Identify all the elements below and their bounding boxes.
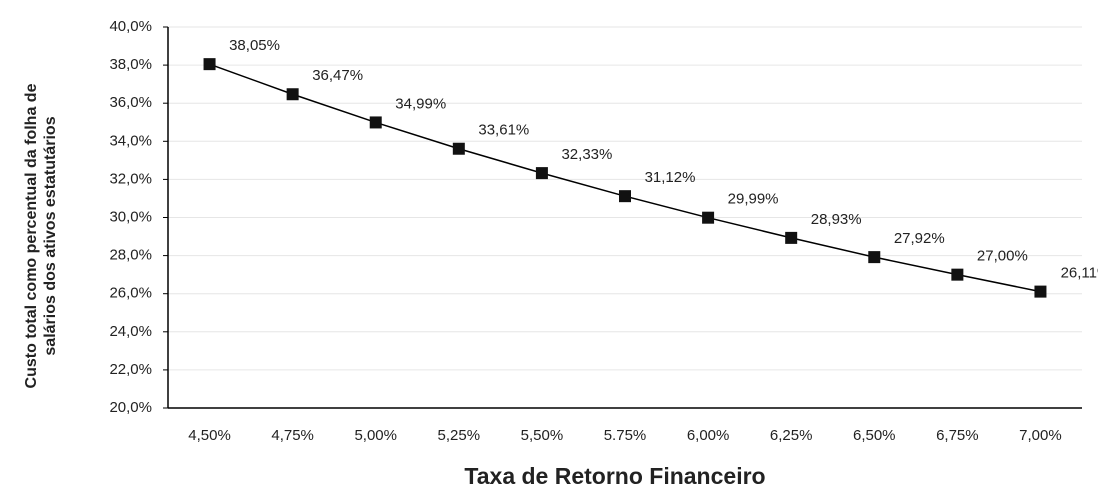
data-label: 28,93% xyxy=(811,211,862,228)
marker xyxy=(951,268,964,281)
series-line xyxy=(209,63,1041,293)
data-label: 38,05% xyxy=(229,37,280,54)
marker xyxy=(286,88,299,101)
x-tick-label: 5,50% xyxy=(521,427,564,444)
data-label: 27,92% xyxy=(894,230,945,247)
y-tick-label: 24,0% xyxy=(109,323,152,340)
y-axis-title-line: Custo total como percentual da folha de xyxy=(23,83,40,388)
data-label: 33,61% xyxy=(478,122,529,139)
marker xyxy=(1034,285,1047,298)
x-tick-label: 4,75% xyxy=(271,427,314,444)
x-tick-label: 5,00% xyxy=(354,427,397,444)
y-tick-label: 20,0% xyxy=(109,399,152,416)
y-tick-label: 32,0% xyxy=(109,170,152,187)
data-label: 32,33% xyxy=(561,146,612,163)
marker xyxy=(369,116,382,129)
y-tick-label: 34,0% xyxy=(109,132,152,149)
marker xyxy=(702,211,715,224)
x-tick-label: 4,50% xyxy=(188,427,231,444)
data-label: 31,12% xyxy=(645,169,696,186)
data-label: 29,99% xyxy=(728,191,779,208)
data-label: 36,47% xyxy=(312,67,363,84)
y-tick-label: 38,0% xyxy=(109,56,152,73)
y-tick-label: 28,0% xyxy=(109,247,152,264)
x-tick-label: 6,25% xyxy=(770,427,813,444)
y-tick-label: 26,0% xyxy=(109,285,152,302)
marker xyxy=(452,142,465,155)
data-label: 34,99% xyxy=(395,95,446,112)
y-tick-label: 22,0% xyxy=(109,361,152,378)
x-tick-label: 6,00% xyxy=(687,427,730,444)
y-axis-title: Custo total como percentual da folha de … xyxy=(23,83,59,388)
marker xyxy=(785,231,798,244)
marker xyxy=(535,167,548,180)
x-tick-label: 6,50% xyxy=(853,427,896,444)
x-tick-label: 5.75% xyxy=(604,427,647,444)
x-tick-label: 6,75% xyxy=(936,427,979,444)
data-label: 26,11% xyxy=(1061,265,1098,282)
y-axis-title-line: salários dos ativos estatutários xyxy=(42,116,59,355)
marker xyxy=(619,190,631,203)
marker xyxy=(203,58,216,71)
y-tick-label: 30,0% xyxy=(109,208,152,225)
x-axis-title: Taxa de Retorno Financeiro xyxy=(464,463,765,489)
data-label: 27,00% xyxy=(977,248,1028,265)
x-tick-label: 7,00% xyxy=(1019,427,1062,444)
x-tick-label: 5,25% xyxy=(438,427,481,444)
y-tick-label: 36,0% xyxy=(109,94,152,111)
marker xyxy=(868,251,881,264)
y-tick-label: 40,0% xyxy=(109,18,152,35)
